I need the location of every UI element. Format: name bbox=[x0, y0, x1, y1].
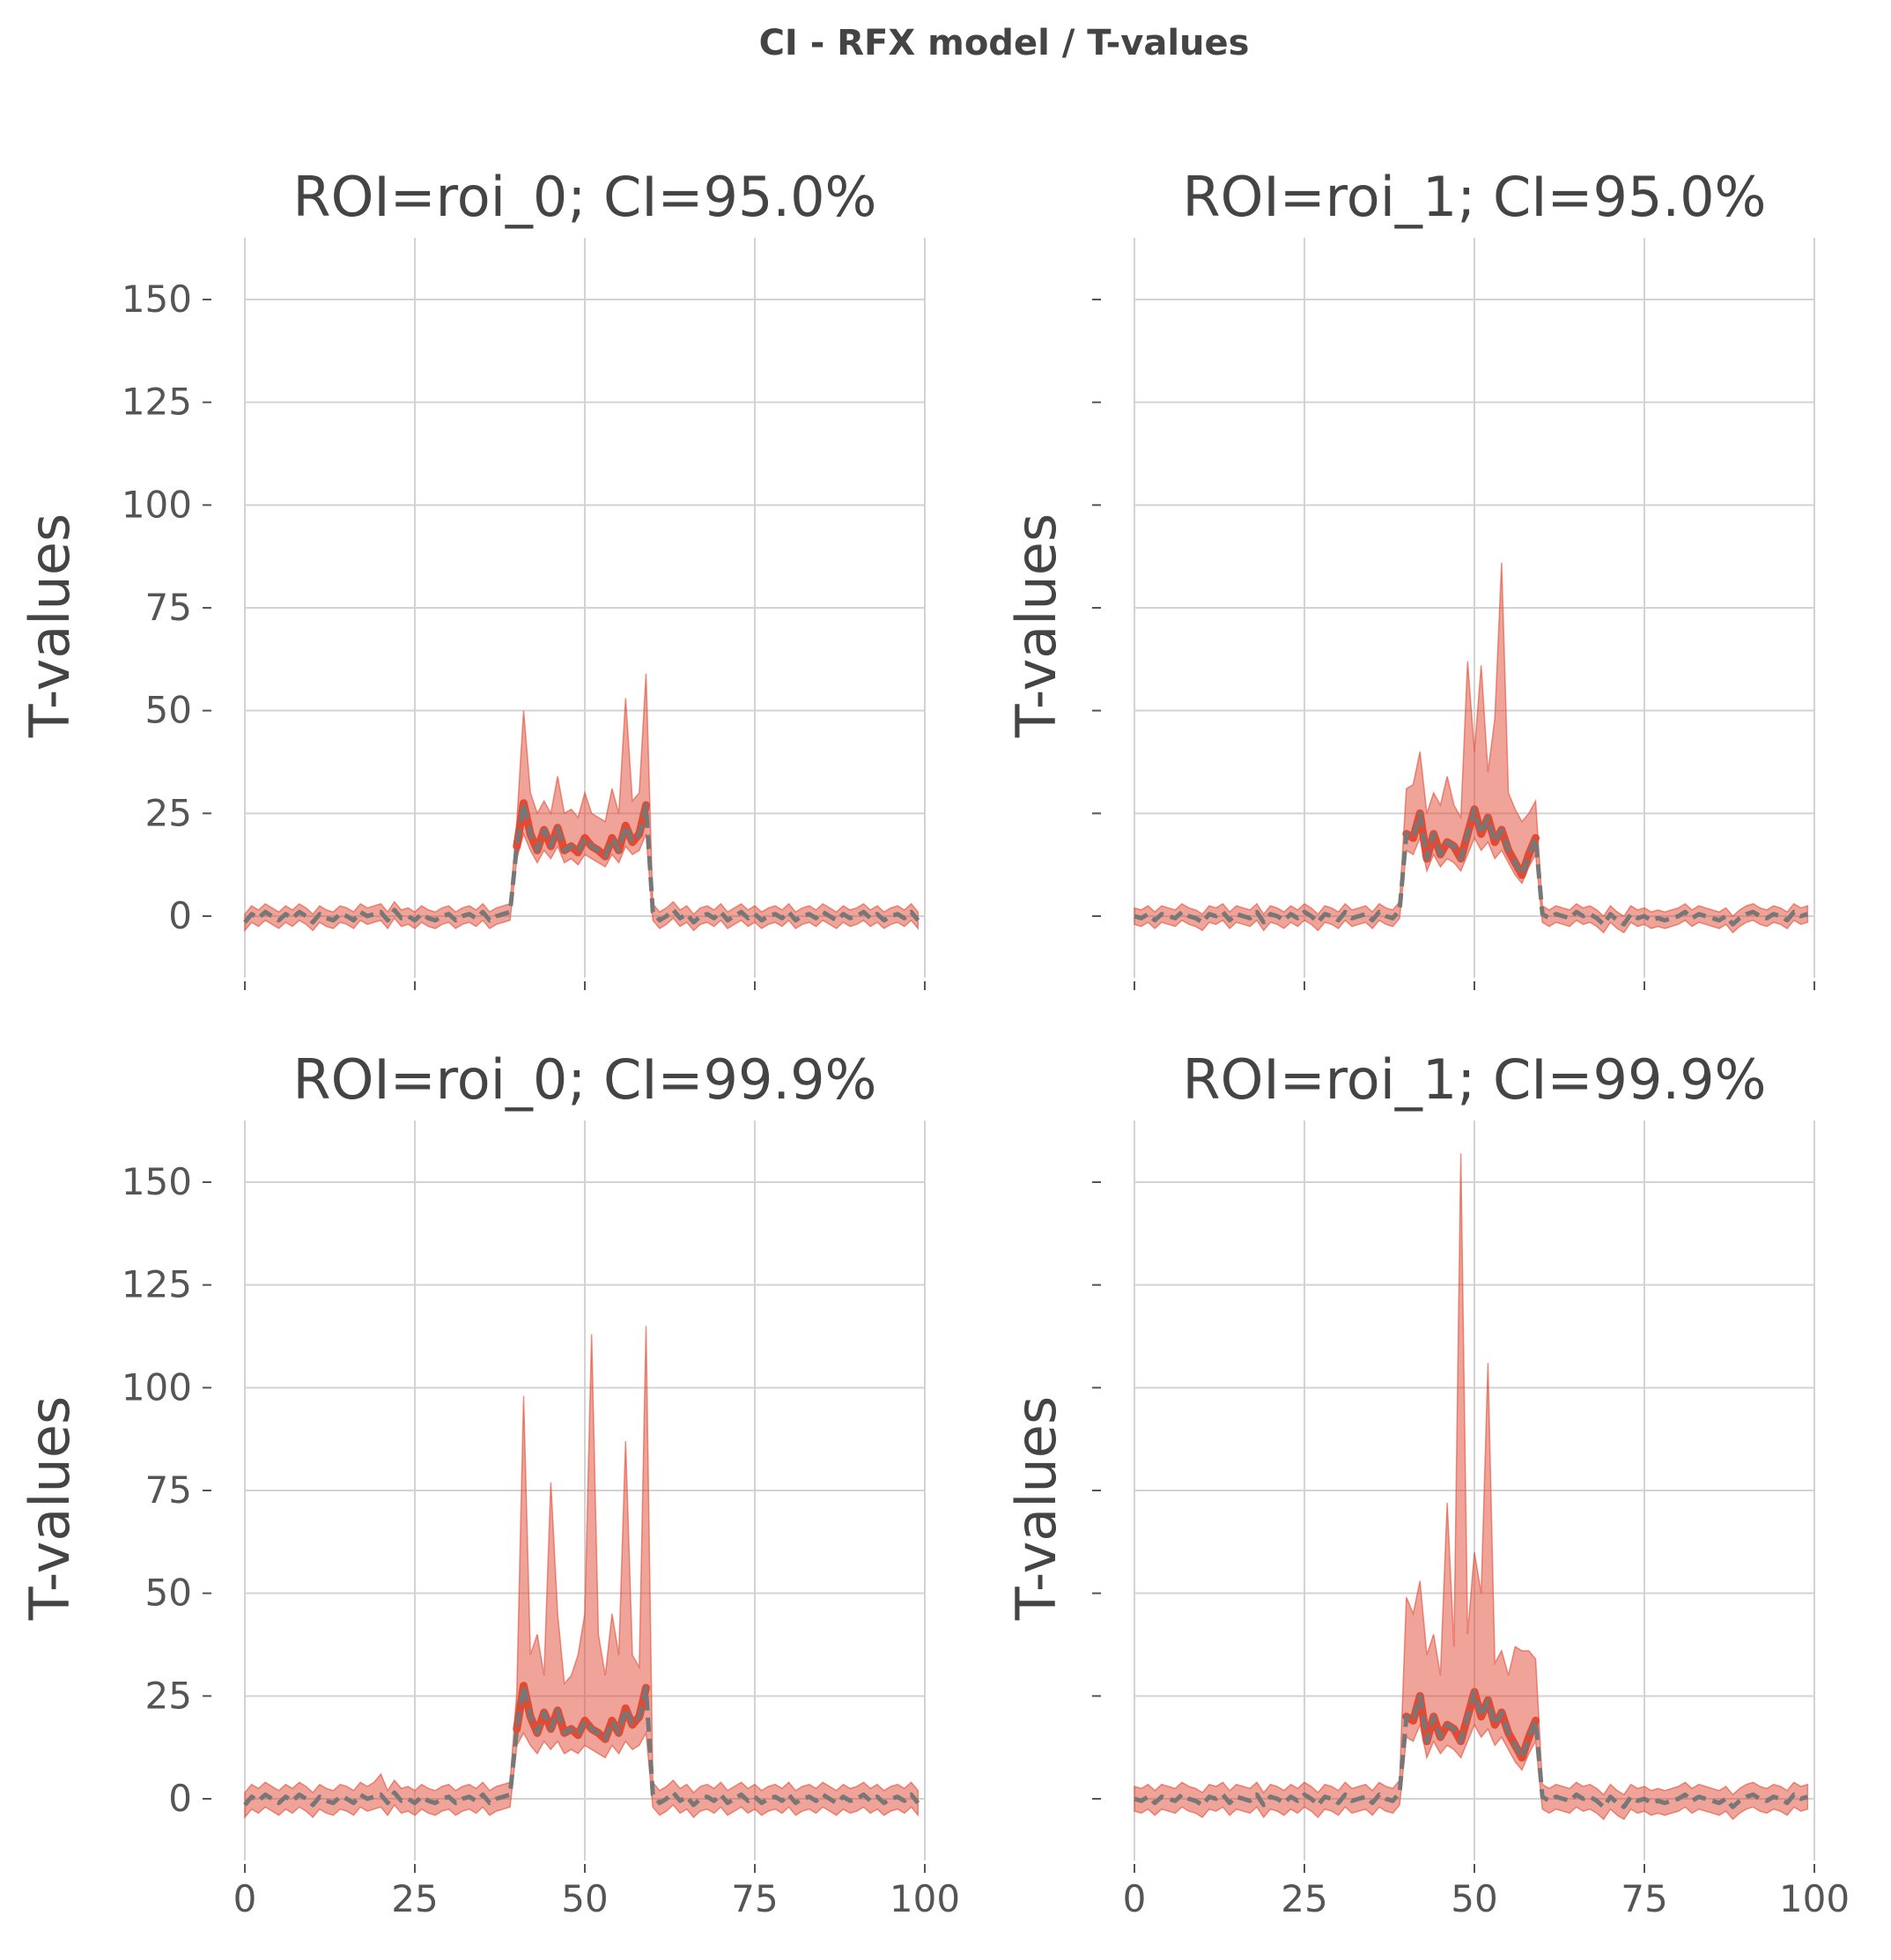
panel-title: ROI=roi_0; CI=95.0% bbox=[293, 165, 877, 229]
panel-title: ROI=roi_1; CI=95.0% bbox=[1183, 165, 1767, 229]
y-tick-label: 100 bbox=[122, 483, 192, 526]
panel-2: ROI=roi_0; CI=99.9% T-values 0 25 50 75 100 0 25… bbox=[18, 1047, 960, 1920]
data-line bbox=[1134, 1690, 1809, 1809]
y-tick-label: 25 bbox=[145, 791, 192, 834]
y-tick-label: 100 bbox=[122, 1365, 192, 1409]
x-tick-label: 50 bbox=[1451, 1877, 1497, 1920]
y-axis-label: T-values bbox=[18, 1396, 82, 1622]
panel-title: ROI=roi_1; CI=99.9% bbox=[1183, 1047, 1767, 1112]
y-tick-label: 125 bbox=[122, 381, 192, 424]
y-tick-label: 50 bbox=[145, 1572, 192, 1615]
y-tick-label: 25 bbox=[145, 1674, 192, 1717]
x-tick-label: 25 bbox=[1281, 1877, 1327, 1920]
y-tick-label: 0 bbox=[168, 1777, 192, 1820]
ci-band bbox=[1134, 1153, 1809, 1821]
figure-title: CI - RFX model / T-values bbox=[759, 23, 1250, 63]
x-tick-label: 0 bbox=[1123, 1877, 1147, 1920]
ci-band bbox=[1134, 562, 1809, 934]
y-axis-label: T-values bbox=[1004, 1396, 1068, 1622]
x-tick-label: 100 bbox=[1779, 1877, 1850, 1920]
panel-3: ROI=roi_1; CI=99.9% T-values 0 25 50 75 100 bbox=[1004, 1047, 1850, 1920]
x-tick-label: 75 bbox=[1621, 1877, 1667, 1920]
panels: ROI=roi_0; CI=95.0% T-values 0 25 50 75 100 125… bbox=[18, 165, 1850, 1920]
data-line bbox=[243, 801, 920, 925]
y-tick-label: 125 bbox=[122, 1263, 192, 1306]
y-tick-label: 150 bbox=[122, 277, 192, 321]
ci-band bbox=[244, 1326, 920, 1820]
y-tick-label: 150 bbox=[122, 1160, 192, 1203]
x-tick-label: 25 bbox=[391, 1877, 438, 1920]
data-line bbox=[1134, 807, 1809, 927]
x-tick-label: 50 bbox=[561, 1877, 608, 1920]
ci-band bbox=[244, 673, 920, 933]
y-tick-label: 0 bbox=[168, 894, 192, 937]
panel-0: ROI=roi_0; CI=95.0% T-values 0 25 50 75 100 125… bbox=[18, 165, 926, 990]
y-tick-label: 50 bbox=[145, 689, 192, 732]
y-axis-label: T-values bbox=[18, 514, 82, 739]
y-tick-label: 75 bbox=[145, 1468, 192, 1512]
x-tick-label: 0 bbox=[233, 1877, 257, 1920]
y-axis-label: T-values bbox=[1004, 514, 1068, 739]
data-line bbox=[243, 1683, 920, 1808]
panel-1: ROI=roi_1; CI=95.0% T-values bbox=[1004, 165, 1815, 990]
y-tick-label: 75 bbox=[145, 586, 192, 629]
x-tick-label: 100 bbox=[890, 1877, 960, 1920]
panel-title: ROI=roi_0; CI=99.9% bbox=[293, 1047, 877, 1112]
x-tick-label: 75 bbox=[731, 1877, 778, 1920]
